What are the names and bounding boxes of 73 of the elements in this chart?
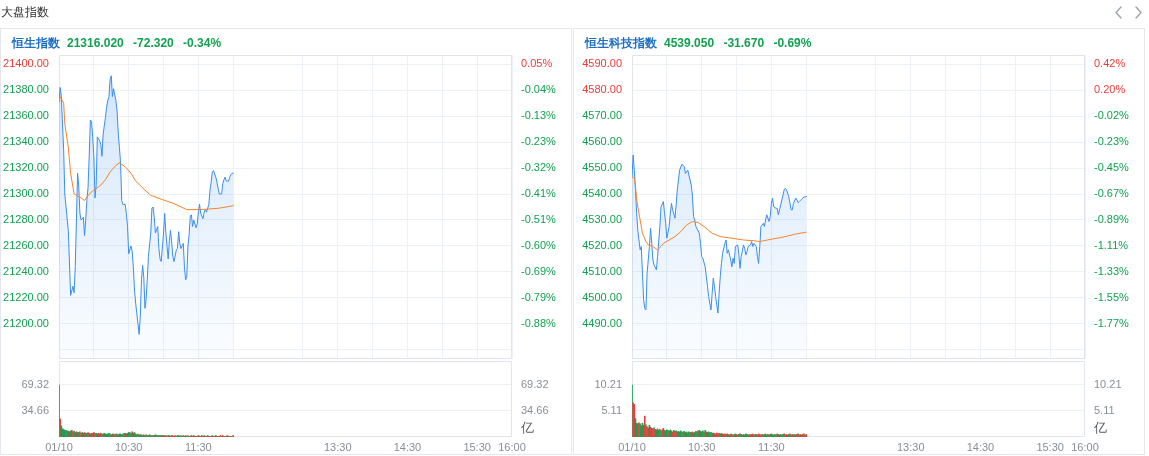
y2-tick-label: -0.45% [1094, 161, 1130, 174]
y-tick-label: 21200.00 [3, 316, 49, 329]
y2-tick-label: -1.77% [1094, 316, 1130, 329]
y2-tick-label: -0.69% [521, 265, 557, 277]
chart-title: 恒生指数 [12, 35, 60, 51]
y2-tick-label: 34.66 [521, 404, 549, 417]
y-tick-label: 21220.00 [3, 290, 49, 303]
y2-tick-label: -0.89% [1094, 213, 1130, 226]
y2-tick-label: -0.67% [1094, 187, 1130, 200]
y2-tick-label: -1.55% [1094, 290, 1130, 303]
y-tick-label: 4500.00 [582, 290, 622, 303]
y2-tick-label: -0.32% [521, 161, 557, 174]
y-tick-label: 5.11 [601, 404, 622, 416]
y-tick-label: 4560.00 [582, 135, 622, 148]
y-tick-label: 4570.00 [582, 109, 622, 122]
y2-tick-label: -0.88% [521, 316, 557, 329]
y2-tick-label: -1.11% [1094, 239, 1129, 252]
y-tick-label: 69.32 [21, 378, 49, 391]
x-tick-label: 13:30 [897, 440, 925, 453]
x-tick-label: 10:30 [114, 440, 143, 453]
y2-tick-label: 0.20% [1094, 83, 1126, 96]
chart-title: 恒生科技指数 [585, 35, 657, 51]
y-tick-label: 21360.00 [3, 109, 49, 122]
x-tick-label: 11:30 [185, 440, 212, 453]
chart-subtitle: 21316.020 -72.320 -0.34% [67, 35, 222, 51]
y2-tick-label: -0.23% [521, 135, 557, 148]
y-tick-label: 21280.00 [3, 213, 49, 226]
y2-axis-title: 亿 [1093, 419, 1107, 435]
chart-subtitle: 4539.050 -31.670 -0.69% [664, 35, 812, 51]
y-tick-label: 4520.00 [582, 239, 622, 252]
x-tick-label: 15:30 [1036, 440, 1064, 453]
y-tick-label: 4530.00 [582, 213, 622, 226]
y2-tick-label: 10.21 [1094, 378, 1122, 391]
x-tick-label: 14:30 [966, 440, 995, 453]
y-tick-label: 21380.00 [3, 83, 49, 96]
y-tick-label: 21300.00 [3, 187, 49, 200]
y-tick-label: 4580.00 [582, 83, 622, 96]
y2-tick-label: 5.11 [1094, 404, 1115, 416]
x-tick-label: 16:00 [498, 440, 526, 453]
y-tick-label: 10.21 [594, 378, 622, 391]
y-tick-label: 4590.00 [582, 57, 622, 70]
x-tick-label: 15:30 [463, 440, 491, 453]
y-tick-label: 21260.00 [3, 239, 49, 252]
y2-tick-label: -0.02% [1094, 109, 1130, 122]
x-tick-label: 11:30 [758, 440, 785, 453]
y2-tick-label: -0.60% [521, 239, 557, 252]
y-tick-label: 4490.00 [582, 316, 622, 329]
y2-tick-label: -0.04% [521, 83, 557, 96]
x-tick-label: 01/10 [45, 440, 73, 453]
y2-tick-label: -0.79% [521, 290, 557, 303]
y2-tick-label: -1.33% [1094, 264, 1130, 277]
y2-axis-title: 亿 [520, 419, 534, 435]
x-tick-label: 10:30 [687, 440, 716, 453]
y2-tick-label: -0.23% [1094, 135, 1130, 148]
y-tick-label: 21240.00 [3, 264, 49, 277]
y2-tick-label: 69.32 [521, 378, 549, 391]
y2-tick-label: -0.51% [521, 213, 557, 226]
y2-tick-label: -0.41% [521, 187, 557, 200]
y2-tick-label: 0.42% [1094, 57, 1126, 70]
y2-tick-label: -0.13% [521, 109, 557, 122]
x-tick-label: 01/10 [618, 440, 646, 453]
y-tick-label: 4540.00 [582, 187, 622, 200]
x-tick-label: 13:30 [324, 440, 352, 453]
y-tick-label: 4550.00 [582, 161, 622, 174]
y-tick-label: 34.66 [21, 404, 49, 417]
x-tick-label: 14:30 [393, 440, 422, 453]
y-tick-label: 21400.00 [3, 57, 49, 70]
x-tick-label: 16:00 [1071, 440, 1099, 453]
y-tick-label: 21340.00 [3, 135, 49, 148]
y2-tick-label: 0.05% [521, 57, 553, 70]
y-tick-label: 21320.00 [3, 161, 49, 174]
text: 大盘指数 [1, 4, 49, 20]
y-tick-label: 4510.00 [582, 264, 622, 277]
